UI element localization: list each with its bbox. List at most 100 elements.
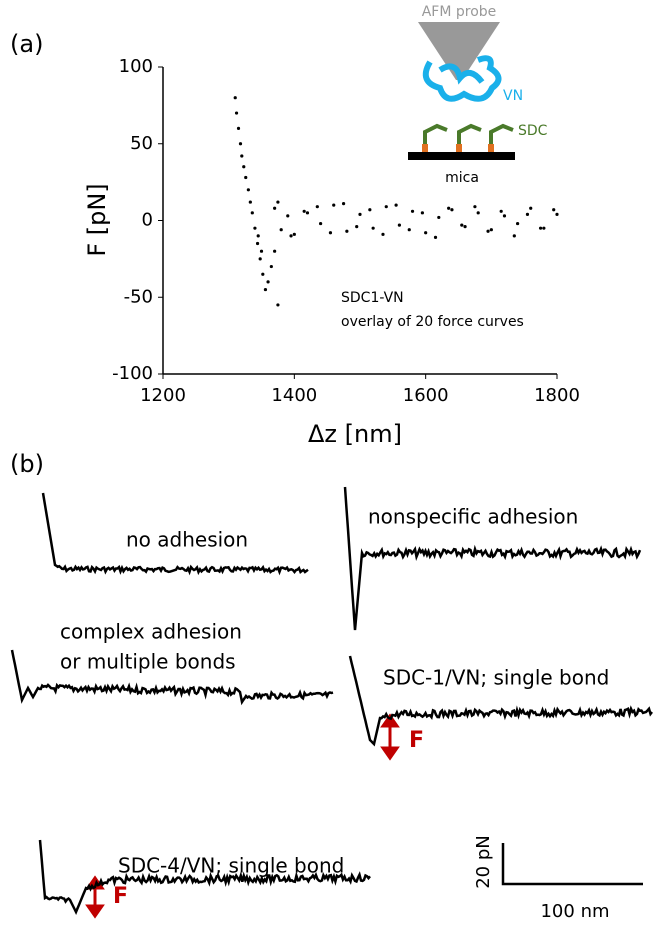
trace-label: no adhesion [126, 528, 248, 552]
y-tick-label: 50 [130, 133, 153, 154]
data-point [255, 241, 260, 246]
data-point [236, 126, 241, 130]
data-point [246, 188, 250, 192]
data-point [529, 206, 533, 210]
data-point [499, 209, 503, 213]
inset-label: VN [503, 88, 523, 104]
data-point [319, 221, 323, 226]
data-point [261, 272, 265, 276]
data-point [358, 212, 362, 216]
data-point [420, 211, 424, 215]
data-point [525, 212, 530, 216]
force-label: F [409, 728, 424, 753]
data-point [450, 208, 454, 212]
panel-label: (b) [10, 450, 44, 478]
x-tick-label: 1800 [534, 385, 580, 406]
data-point [273, 206, 277, 210]
inset-label: SDC [518, 123, 548, 139]
data-point [538, 226, 543, 230]
x-tick-label: 1200 [140, 385, 186, 406]
data-point [286, 214, 290, 218]
data-point [273, 249, 277, 253]
force-trace [343, 486, 642, 631]
data-point [250, 211, 254, 215]
data-point [463, 225, 467, 229]
data-point [424, 231, 428, 235]
data-point [394, 203, 398, 207]
trace-label: SDC-4/VN; single bond [118, 854, 344, 878]
data-point [486, 229, 490, 233]
scale-bar [501, 843, 643, 886]
data-point [253, 226, 257, 230]
data-point [355, 225, 359, 229]
y-axis-label: F [pN] [83, 183, 111, 256]
data-point [552, 208, 556, 212]
data-point [341, 202, 346, 206]
data-point [302, 209, 306, 213]
annotation: SDC1-VN [341, 290, 404, 306]
data-point [292, 232, 296, 236]
data-point [433, 235, 438, 239]
trace-label: SDC-1/VN; single bond [383, 666, 609, 690]
data-point [259, 249, 264, 253]
data-point [279, 228, 283, 232]
data-point [473, 205, 477, 209]
x-tick-label: 1600 [403, 385, 449, 406]
data-point [381, 232, 385, 236]
data-point [332, 203, 336, 207]
data-point [244, 175, 248, 180]
data-point [289, 234, 293, 238]
data-point [315, 205, 319, 209]
data-point [368, 208, 372, 212]
data-point [502, 214, 507, 218]
data-point [242, 165, 246, 169]
data-point [234, 111, 239, 115]
y-tick-label: -100 [112, 363, 153, 384]
force-trace [10, 649, 334, 706]
data-point [512, 234, 516, 238]
data-point [437, 215, 441, 220]
data-point [555, 212, 559, 216]
data-point [384, 205, 388, 209]
afm-probe [418, 22, 500, 80]
y-tick-label: 0 [142, 210, 153, 231]
inset-label: mica [445, 170, 479, 186]
data-point [233, 96, 237, 100]
data-point [248, 200, 252, 204]
force-arrows [85, 713, 400, 919]
trace-label: complex adhesion [60, 620, 242, 644]
y-tick-label: 100 [119, 56, 153, 77]
data-point [240, 154, 244, 158]
data-point [263, 287, 268, 292]
data-point [410, 209, 415, 213]
data-point [238, 142, 243, 146]
data-point [407, 228, 411, 232]
data-point [516, 221, 520, 226]
force-trace [38, 839, 371, 916]
scale-label: 100 nm [540, 901, 609, 922]
x-axis-label: Δz [nm] [308, 420, 402, 448]
data-point [328, 231, 333, 235]
data-point [460, 223, 464, 227]
x-tick-label: 1400 [271, 385, 317, 406]
data-point [305, 211, 310, 215]
data-point [276, 200, 280, 204]
y-tick-label: -50 [124, 286, 153, 307]
vn-molecule [422, 55, 502, 102]
force-trace [41, 492, 309, 576]
data-point [489, 228, 493, 232]
data-point [542, 226, 546, 230]
data-point [371, 226, 375, 230]
data-point [266, 280, 270, 284]
annotation: overlay of 20 force curves [341, 314, 524, 330]
sdc-anchors [422, 144, 494, 152]
inset-label: AFM probe [422, 4, 497, 20]
force-trace [348, 655, 653, 747]
data-point [276, 303, 280, 307]
force-label: F [113, 884, 128, 909]
scale-label: 20 pN [473, 835, 494, 889]
data-point [256, 234, 260, 238]
trace-label: or multiple bonds [60, 650, 236, 674]
trace-label: nonspecific adhesion [368, 505, 578, 529]
